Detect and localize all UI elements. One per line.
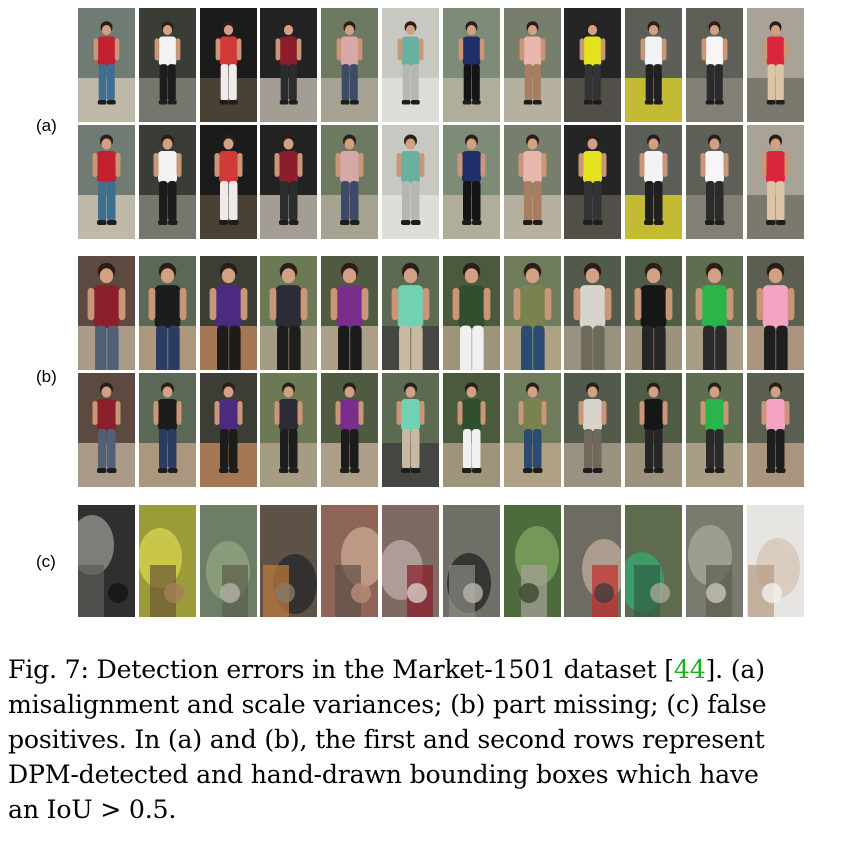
citation-link[interactable]: 44 (673, 655, 706, 684)
group-c-thumbnail (503, 505, 561, 617)
group-c-thumbnail (746, 505, 804, 617)
group-a-thumbnail (78, 125, 135, 239)
group-c-thumbnail (260, 505, 318, 617)
group-b-thumbnail (442, 373, 500, 487)
group-b-thumbnail (625, 256, 683, 370)
group-a-thumbnail (138, 125, 196, 239)
group-a-thumbnail (381, 125, 439, 239)
group-b-thumbnail (746, 256, 804, 370)
group-b-thumbnail (564, 373, 622, 487)
figure-caption: Fig. 7: Detection errors in the Market-1… (8, 652, 850, 827)
caption-line-2: misalignment and scale variances; (b) pa… (8, 690, 767, 719)
group-b-thumbnail (199, 373, 257, 487)
group-label-b: (b) (36, 367, 57, 386)
group-c-thumbnail (138, 505, 196, 617)
group-c-thumbnail (78, 505, 135, 617)
group-c-thumbnail (685, 505, 743, 617)
group-a-thumbnail (564, 125, 622, 239)
group-b-thumbnail (746, 373, 804, 487)
image-grid-a (78, 8, 804, 239)
image-grid-b (78, 256, 804, 487)
group-a-thumbnail (442, 125, 500, 239)
group-b-thumbnail (381, 373, 439, 487)
group-c-thumbnail (321, 505, 379, 617)
group-b-thumbnail (381, 256, 439, 370)
group-b-thumbnail (321, 373, 379, 487)
group-b-thumbnail (503, 256, 561, 370)
group-b-thumbnail (78, 373, 135, 487)
group-b-thumbnail (625, 373, 683, 487)
image-grid-c (78, 505, 804, 617)
group-c-thumbnail (381, 505, 439, 617)
group-label-c: (c) (36, 552, 56, 571)
group-b-thumbnail (685, 373, 743, 487)
caption-line-1: Fig. 7: Detection errors in the Market-1… (8, 652, 850, 687)
group-b-thumbnail (260, 373, 318, 487)
group-a-thumbnail (564, 8, 622, 122)
group-b-thumbnail (138, 373, 196, 487)
group-a-thumbnail (199, 8, 257, 122)
group-c-thumbnail (199, 505, 257, 617)
caption-line-3: positives. In (a) and (b), the first and… (8, 725, 765, 754)
group-a-thumbnail (746, 8, 804, 122)
group-b-thumbnail (321, 256, 379, 370)
caption-text: Fig. 7: Detection errors in the Market-1… (8, 655, 674, 684)
group-c-thumbnail (625, 505, 683, 617)
group-a-thumbnail (260, 125, 318, 239)
group-a-thumbnail (260, 8, 318, 122)
group-b-thumbnail (442, 256, 500, 370)
group-b-thumbnail (260, 256, 318, 370)
group-a-thumbnail (321, 8, 379, 122)
group-c-thumbnail (564, 505, 622, 617)
group-b-thumbnail (78, 256, 135, 370)
group-b-thumbnail (199, 256, 257, 370)
group-a-thumbnail (625, 8, 683, 122)
caption-text: ]. (a) (705, 655, 766, 684)
group-a-thumbnail (503, 125, 561, 239)
group-a-thumbnail (321, 125, 379, 239)
group-a-thumbnail (685, 8, 743, 122)
group-a-thumbnail (381, 8, 439, 122)
group-c-thumbnail (442, 505, 500, 617)
group-a-thumbnail (503, 8, 561, 122)
figure-panel: (a) (b) (c) (36, 8, 804, 617)
group-a-thumbnail (78, 8, 135, 122)
group-a-thumbnail (746, 125, 804, 239)
caption-line-5: an IoU > 0.5. (8, 795, 177, 824)
caption-line-4: DPM-detected and hand-drawn bounding box… (8, 760, 759, 789)
group-b-thumbnail (564, 256, 622, 370)
group-b-thumbnail (503, 373, 561, 487)
group-a-thumbnail (625, 125, 683, 239)
group-a-thumbnail (442, 8, 500, 122)
group-a-thumbnail (138, 8, 196, 122)
group-label-a: (a) (36, 116, 57, 135)
group-b-thumbnail (138, 256, 196, 370)
group-a-thumbnail (199, 125, 257, 239)
group-b-thumbnail (685, 256, 743, 370)
group-a-thumbnail (685, 125, 743, 239)
